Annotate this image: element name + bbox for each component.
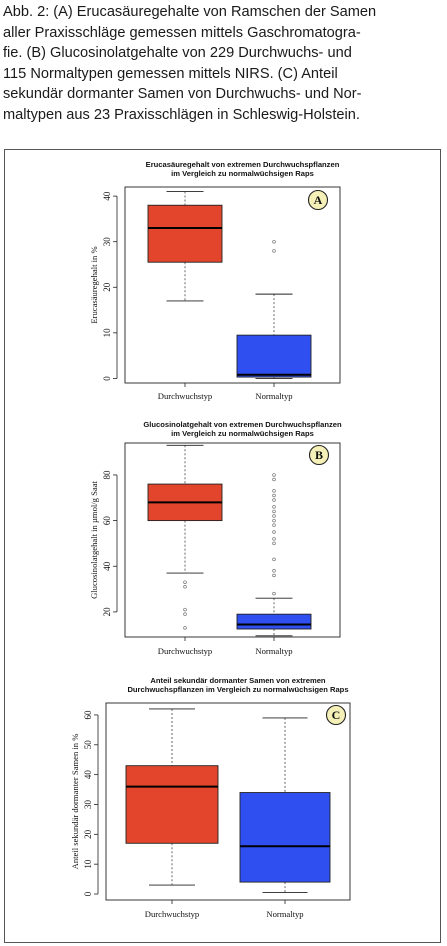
y-tick-label: 0 — [83, 891, 93, 896]
outlier-point — [272, 239, 276, 244]
chart-title-line: im Vergleich zu normalwüchsigen Raps — [171, 169, 314, 178]
x-tick-label: Durchwuchstyp — [158, 646, 212, 656]
caption-line: sekundär dormanter Samen von Durchwuchs-… — [3, 86, 362, 102]
caption-line: fie. (B) Glucosinolatgehalte von 229 Dur… — [3, 45, 352, 61]
y-tick-label: 60 — [102, 516, 112, 526]
y-axis-label: Glucosinolatgehalt in µmol/g Saat — [89, 480, 99, 598]
outlier-point — [272, 489, 276, 493]
y-axis-label: Erucasäuregehalt in % — [89, 246, 99, 323]
outlier-point — [272, 509, 276, 514]
box-normaltyp — [236, 613, 312, 630]
y-tick-label: 50 — [83, 740, 93, 750]
y-tick-label: 40 — [102, 561, 112, 571]
y-tick-label: 30 — [83, 799, 93, 809]
panel-label: A — [314, 193, 323, 207]
box-normaltyp — [239, 792, 331, 883]
y-tick-label: 0 — [102, 376, 112, 381]
outlier-point — [272, 537, 276, 541]
outlier-point — [183, 626, 187, 630]
chart-title-line: Anteil sekundär dormanter Samen von extr… — [150, 676, 325, 685]
caption-line: maltypen aus 23 Praxisschlägen in Schles… — [3, 106, 360, 123]
outlier-point — [272, 518, 276, 523]
y-tick-label: 10 — [83, 859, 93, 869]
outlier-point — [272, 477, 276, 482]
panel-badge — [308, 444, 330, 466]
x-tick-label: Durchwuchstyp — [158, 391, 212, 401]
plot-area-border — [124, 186, 341, 384]
panel-label: C — [332, 708, 341, 722]
box-durchwuchstyp — [147, 204, 223, 263]
chart-title-line: Durchwuchspflanzen im Vergleich zu norma… — [127, 685, 348, 694]
y-axis-label: Anteil sekundär dormanter Samen in % — [70, 734, 80, 870]
y-tick-label: 60 — [83, 710, 93, 720]
figure-caption: Abb. 2: (A) Erucasäuregehalte von Ramsch… — [3, 2, 443, 125]
plot-area-border — [105, 702, 351, 901]
outlier-point — [183, 580, 187, 584]
y-tick-label: 20 — [102, 282, 112, 292]
outlier-point — [272, 505, 276, 509]
y-tick-label: 40 — [83, 770, 93, 780]
outlier-point — [272, 473, 276, 477]
outlier-point — [272, 541, 276, 546]
caption-line: 115 Normaltypen gemessen mittels NIRS. (… — [3, 65, 338, 82]
outlier-point — [272, 591, 276, 596]
chart-title-line: Erucasäuregehalt von extremen Durchwuchs… — [146, 160, 340, 169]
panel-badge — [325, 704, 347, 726]
outlier-point — [183, 585, 187, 589]
outlier-point — [272, 493, 276, 498]
chart-title-line: Glucosinolatgehalt von extremen Durchwuc… — [143, 420, 342, 429]
caption-line: Abb. 2: (A) Erucasäuregehalte von Ramsch… — [3, 4, 377, 20]
box-normaltyp — [236, 334, 312, 378]
outlier-point — [272, 573, 276, 578]
box-durchwuchstyp — [125, 765, 219, 844]
y-tick-label: 40 — [102, 191, 112, 201]
x-tick-label: Normaltyp — [255, 391, 292, 401]
x-tick-label: Durchwuchstyp — [145, 909, 199, 919]
outlier-point — [183, 612, 187, 616]
panel-label: B — [315, 448, 323, 462]
outlier-point — [272, 569, 276, 573]
outlier-point — [272, 514, 276, 518]
outlier-point — [272, 557, 276, 562]
outlier-point — [272, 530, 276, 534]
panel-badge — [307, 189, 329, 211]
outlier-point — [183, 607, 187, 612]
x-tick-label: Normaltyp — [266, 909, 303, 919]
y-tick-label: 30 — [102, 237, 112, 247]
y-tick-label: 80 — [102, 470, 112, 480]
x-tick-label: Normaltyp — [255, 646, 292, 656]
plot-area-border — [124, 442, 341, 638]
caption-line: aller Praxisschläge gemessen mittels Gas… — [3, 24, 361, 41]
y-tick-label: 20 — [102, 607, 112, 617]
y-tick-label: 10 — [102, 328, 112, 338]
outlier-point — [272, 249, 276, 253]
outlier-point — [272, 498, 276, 502]
figure-frame — [4, 149, 441, 943]
chart-title-line: im Vergleich zu normalwüchsigen Raps — [171, 429, 314, 438]
outlier-point — [272, 523, 276, 527]
y-tick-label: 20 — [83, 829, 93, 839]
